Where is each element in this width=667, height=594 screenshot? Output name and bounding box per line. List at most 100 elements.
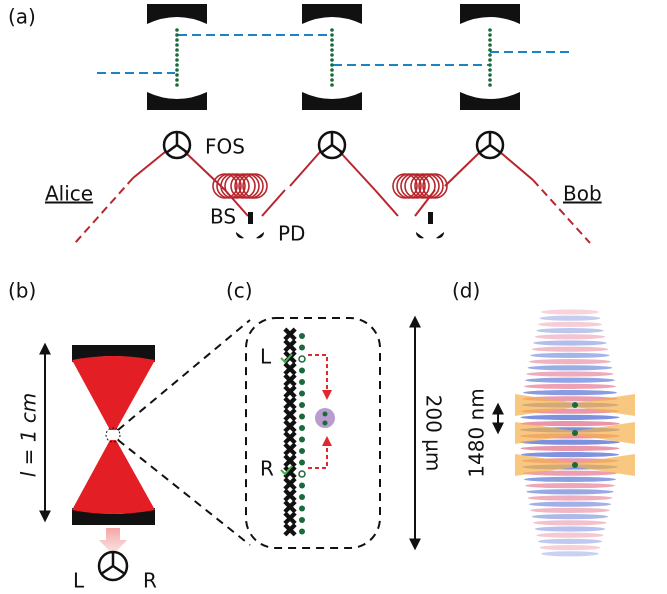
atom [572, 402, 578, 408]
pd-label: PD [278, 222, 305, 246]
atom [488, 63, 492, 67]
moved-atom [299, 471, 305, 477]
bs-label: BS [210, 205, 236, 229]
lattice-fringe [520, 446, 619, 451]
lattice-fringe [526, 371, 613, 376]
atom [572, 462, 578, 468]
atom [330, 28, 334, 32]
lattice-fringe [536, 328, 603, 333]
atom [330, 63, 334, 67]
atom [330, 83, 334, 87]
atom [175, 28, 179, 32]
atom [323, 421, 328, 426]
lattice-fringe [528, 495, 613, 500]
lattice-fringe [532, 514, 609, 519]
mirror [460, 92, 520, 110]
transport-arrow [308, 438, 327, 468]
beam-splitter [428, 212, 433, 224]
atom [299, 414, 305, 420]
atom [175, 83, 179, 87]
lattice-fringe [533, 340, 606, 345]
panel-label: (c) [226, 279, 253, 303]
detector-label: L [73, 569, 85, 593]
switch [319, 132, 345, 158]
array-panel: L R 200 μm ✖✖✖✖✖✖✖✖✖✖✖✖✖✖✖✖✖✖ [246, 318, 446, 548]
atom [488, 43, 492, 47]
lattice-fringe [523, 390, 617, 395]
atom [299, 483, 305, 489]
atom [175, 38, 179, 42]
cavity-mode [72, 356, 155, 430]
spacing-label: 1480 nm [465, 388, 489, 477]
lattice-fringe [538, 539, 602, 544]
transport-arrow [308, 355, 327, 398]
atom [488, 48, 492, 52]
lattice-fringe [540, 316, 601, 321]
mirror [147, 92, 207, 110]
focus [106, 428, 120, 442]
lattice-fringe [529, 359, 611, 364]
atom [323, 412, 328, 417]
atom [299, 448, 305, 454]
photodiode [436, 232, 444, 238]
detector-label: R [143, 569, 157, 593]
atom [330, 43, 334, 47]
lattice-fringe [528, 365, 613, 370]
lattice-fringe [526, 489, 613, 494]
panel-label: (d) [452, 279, 480, 303]
lattice-fringe [539, 545, 600, 550]
panel-label: (a) [8, 5, 36, 29]
atom [299, 529, 305, 535]
array-label: L [260, 345, 272, 369]
atom [175, 78, 179, 82]
atom [488, 68, 492, 72]
cavity-mode [72, 440, 155, 514]
lattice-panel: 1480 nm [465, 309, 636, 556]
atom [299, 460, 305, 466]
switch [164, 132, 190, 158]
atom [330, 33, 334, 37]
lattice-fringe [529, 502, 611, 507]
atom [175, 58, 179, 62]
lattice-fringe [541, 309, 599, 314]
atom [299, 517, 305, 523]
panel-label: (b) [8, 279, 36, 303]
atom [488, 78, 492, 82]
scale-label: 200 μm [422, 395, 446, 472]
atom [488, 73, 492, 77]
lattice-fringe [532, 347, 608, 352]
beam-splitter [248, 212, 253, 224]
empty-site: ✖ [282, 518, 299, 542]
photodiode [236, 232, 244, 238]
lattice-fringe [541, 551, 599, 556]
atom [299, 345, 305, 351]
atom [299, 391, 305, 397]
length-label: l = 1 cm [17, 393, 41, 478]
lattice-fringe [524, 477, 616, 482]
cavity-panel: l = 1 cm L R [17, 320, 251, 593]
atom [175, 33, 179, 37]
array-label: R [260, 457, 274, 481]
atom [299, 437, 305, 443]
atom [175, 73, 179, 77]
mirror [460, 4, 520, 24]
lattice-fringe [530, 508, 609, 513]
fos-label: FOS [205, 135, 245, 159]
lattice-fringe [535, 526, 605, 531]
lattice-fringe [535, 334, 605, 339]
atom [299, 506, 305, 512]
network-diagram: FOS Alice Bob BS PD [45, 4, 602, 246]
atom [299, 368, 305, 374]
mirror [302, 92, 362, 110]
mirror [147, 4, 207, 24]
switch [477, 132, 503, 158]
lattice-fringe [525, 483, 615, 488]
bob-label: Bob [563, 182, 602, 206]
atom [175, 43, 179, 47]
atom [330, 48, 334, 52]
atom [330, 78, 334, 82]
atom [488, 58, 492, 62]
atom [488, 83, 492, 87]
atom [299, 494, 305, 500]
lattice-fringe [524, 384, 616, 389]
